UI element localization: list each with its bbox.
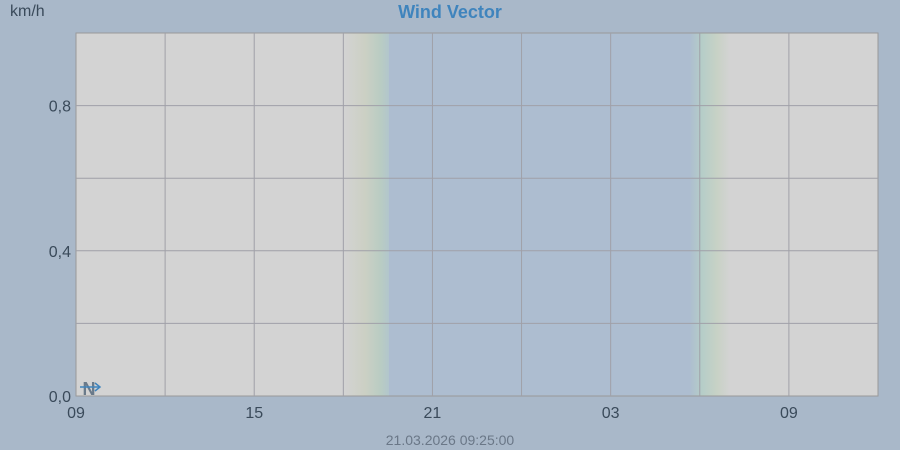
timestamp: 21.03.2026 09:25:00 <box>385 432 515 448</box>
y-tick-label: 0,0 <box>49 389 71 406</box>
y-tick-label: 0,4 <box>49 244 71 261</box>
x-tick-label: 15 <box>245 405 263 422</box>
plot-background <box>75 32 879 397</box>
x-tick-label: 21 <box>424 405 442 422</box>
x-tick-label: 09 <box>780 405 798 422</box>
direction-label: N <box>83 379 96 399</box>
x-tick-label: 09 <box>67 405 85 422</box>
y-tick-label: 0,8 <box>49 99 71 116</box>
wind-vector-arrowhead <box>94 382 102 392</box>
chart-title: Wind Vector <box>398 2 502 22</box>
y-axis-unit: km/h <box>10 3 45 20</box>
x-tick-label: 03 <box>602 405 620 422</box>
